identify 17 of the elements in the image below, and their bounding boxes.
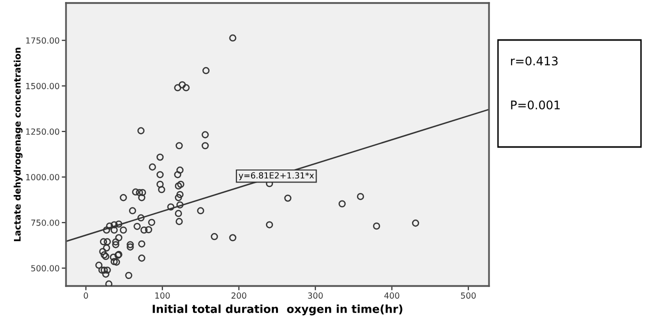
y-tick-label: 750.00 [31, 220, 60, 226]
y-tick-label: 1500.00 [26, 82, 60, 90]
x-tick-label: 300 [308, 292, 323, 299]
annotation: y=6.81E2+1.31*x [238, 172, 314, 180]
y-tick-label: 1000.00 [26, 174, 60, 180]
text: P=0.001 [511, 100, 560, 110]
x-tick-label: 200 [232, 292, 246, 299]
x-tick-label: 400 [384, 292, 400, 299]
y-tick-label: 500.00 [31, 265, 60, 272]
y-axis-title: Lactate dehydrogenage concentration [14, 48, 23, 242]
x-tick-label: 0 [84, 292, 88, 299]
y-tick-label: 1750.00 [26, 37, 60, 44]
x-axis-title: Initial total duration oxygen in time(hr) [152, 304, 402, 316]
text: r=0.413 [511, 56, 558, 66]
y-tick-label: 1250.00 [26, 128, 60, 135]
x-tick-label: 500 [461, 292, 476, 299]
x-tick-label: 100 [155, 292, 170, 299]
